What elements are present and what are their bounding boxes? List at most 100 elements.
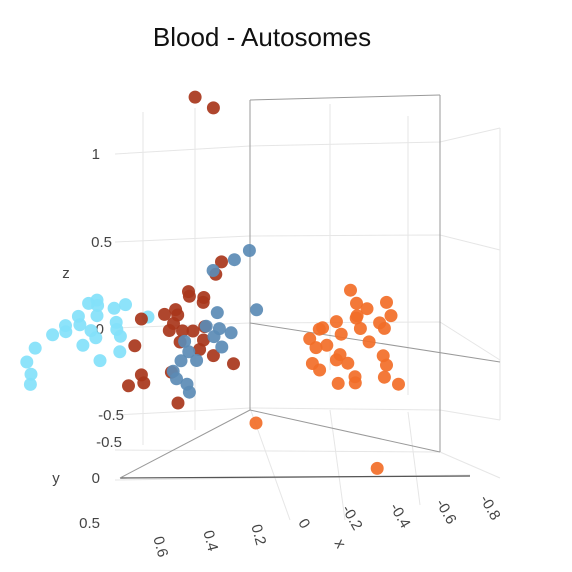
data-point <box>227 357 240 371</box>
chart-title: Blood - Autosomes <box>153 22 371 52</box>
data-point <box>242 244 256 257</box>
data-point <box>249 416 263 430</box>
x-tick-label: 0 <box>294 516 313 532</box>
data-point <box>331 376 345 390</box>
data-point <box>158 307 171 321</box>
data-point <box>91 299 105 312</box>
data-point <box>190 354 204 367</box>
data-point <box>196 295 210 309</box>
data-point <box>176 324 189 338</box>
data-point <box>113 345 127 359</box>
data-point <box>170 372 183 386</box>
data-point <box>224 326 238 340</box>
y-axis-side-ticks: 0 0.5 <box>79 470 100 532</box>
data-point <box>373 316 387 330</box>
data-point <box>188 90 202 104</box>
data-point <box>350 296 363 310</box>
data-point <box>76 338 90 352</box>
data-point <box>313 363 327 377</box>
data-point <box>113 329 127 343</box>
data-point <box>199 319 213 333</box>
data-point <box>193 343 207 356</box>
data-point <box>206 264 220 277</box>
z-tick-label: 0.5 <box>91 234 112 251</box>
data-point <box>174 354 188 368</box>
data-point <box>122 379 135 393</box>
data-point <box>210 306 224 320</box>
data-point <box>134 312 148 326</box>
data-point <box>377 370 391 384</box>
axis-frame <box>119 94 501 479</box>
z-axis-ticks: 1 0.5 0 -0.5 -0.5 <box>91 146 124 451</box>
data-point <box>178 334 192 348</box>
data-point <box>329 353 343 367</box>
z-tick-label: -0.5 <box>98 407 124 424</box>
y-tick-label: 0.6 <box>149 535 171 560</box>
data-point <box>107 301 121 315</box>
data-point <box>215 340 229 354</box>
data-point <box>206 349 220 363</box>
data-point <box>90 309 104 323</box>
data-point <box>59 325 73 339</box>
x-axis-label: x <box>331 536 350 551</box>
z-axis-label: z <box>62 265 70 282</box>
data-point <box>362 335 376 349</box>
data-point <box>212 322 226 336</box>
data-point <box>46 328 60 342</box>
data-point <box>334 327 348 341</box>
y-tick-label: 0.4 <box>199 529 221 554</box>
data-point <box>24 367 38 381</box>
x-tick-label: -0.2 <box>338 502 366 533</box>
x-tick-label: -0.8 <box>476 492 504 523</box>
data-point <box>137 376 151 390</box>
y-tick-label: 0 <box>92 470 100 487</box>
x-tick-label: -0.4 <box>386 500 414 531</box>
y-tick-label: 0.2 <box>247 523 269 548</box>
data-point <box>171 308 185 322</box>
data-point <box>186 324 200 338</box>
data-points <box>20 90 405 475</box>
data-point <box>20 355 34 369</box>
data-point <box>73 318 87 332</box>
data-point <box>250 303 264 317</box>
data-point <box>320 338 334 352</box>
data-point <box>370 461 384 475</box>
data-point <box>171 396 185 410</box>
data-point <box>309 341 323 355</box>
data-point <box>23 377 37 391</box>
data-point <box>28 341 42 355</box>
data-point <box>384 309 398 323</box>
data-point <box>341 356 355 370</box>
data-point <box>360 302 374 316</box>
data-point <box>392 377 405 391</box>
data-point <box>182 289 196 303</box>
z-tick-label: 1 <box>92 146 100 163</box>
x-axis-ticks: 0 -0.2 -0.4 -0.6 -0.8 <box>294 492 503 533</box>
z-tick-label: -0.5 <box>96 434 122 451</box>
data-point <box>206 101 220 115</box>
y-axis-ticks: 0.6 0.4 0.2 <box>149 523 269 560</box>
data-point <box>215 255 228 269</box>
y-axis-label: y <box>52 470 60 487</box>
data-point <box>349 311 363 325</box>
y-tick-label: 0.5 <box>79 515 100 532</box>
data-point <box>348 376 362 390</box>
data-point <box>119 298 132 312</box>
data-point <box>344 283 357 297</box>
data-point <box>329 315 343 329</box>
data-point <box>93 354 107 368</box>
data-point <box>353 322 367 335</box>
grid-lines <box>114 104 501 521</box>
data-point <box>312 322 326 336</box>
data-point <box>182 385 196 399</box>
data-point <box>162 324 176 337</box>
z-tick-label: 0 <box>96 321 104 338</box>
x-tick-label: -0.6 <box>432 496 460 527</box>
data-point <box>227 253 241 267</box>
data-point <box>380 358 393 372</box>
data-point <box>128 339 142 353</box>
data-point <box>89 331 103 345</box>
data-point <box>182 345 196 359</box>
data-point <box>380 295 393 309</box>
